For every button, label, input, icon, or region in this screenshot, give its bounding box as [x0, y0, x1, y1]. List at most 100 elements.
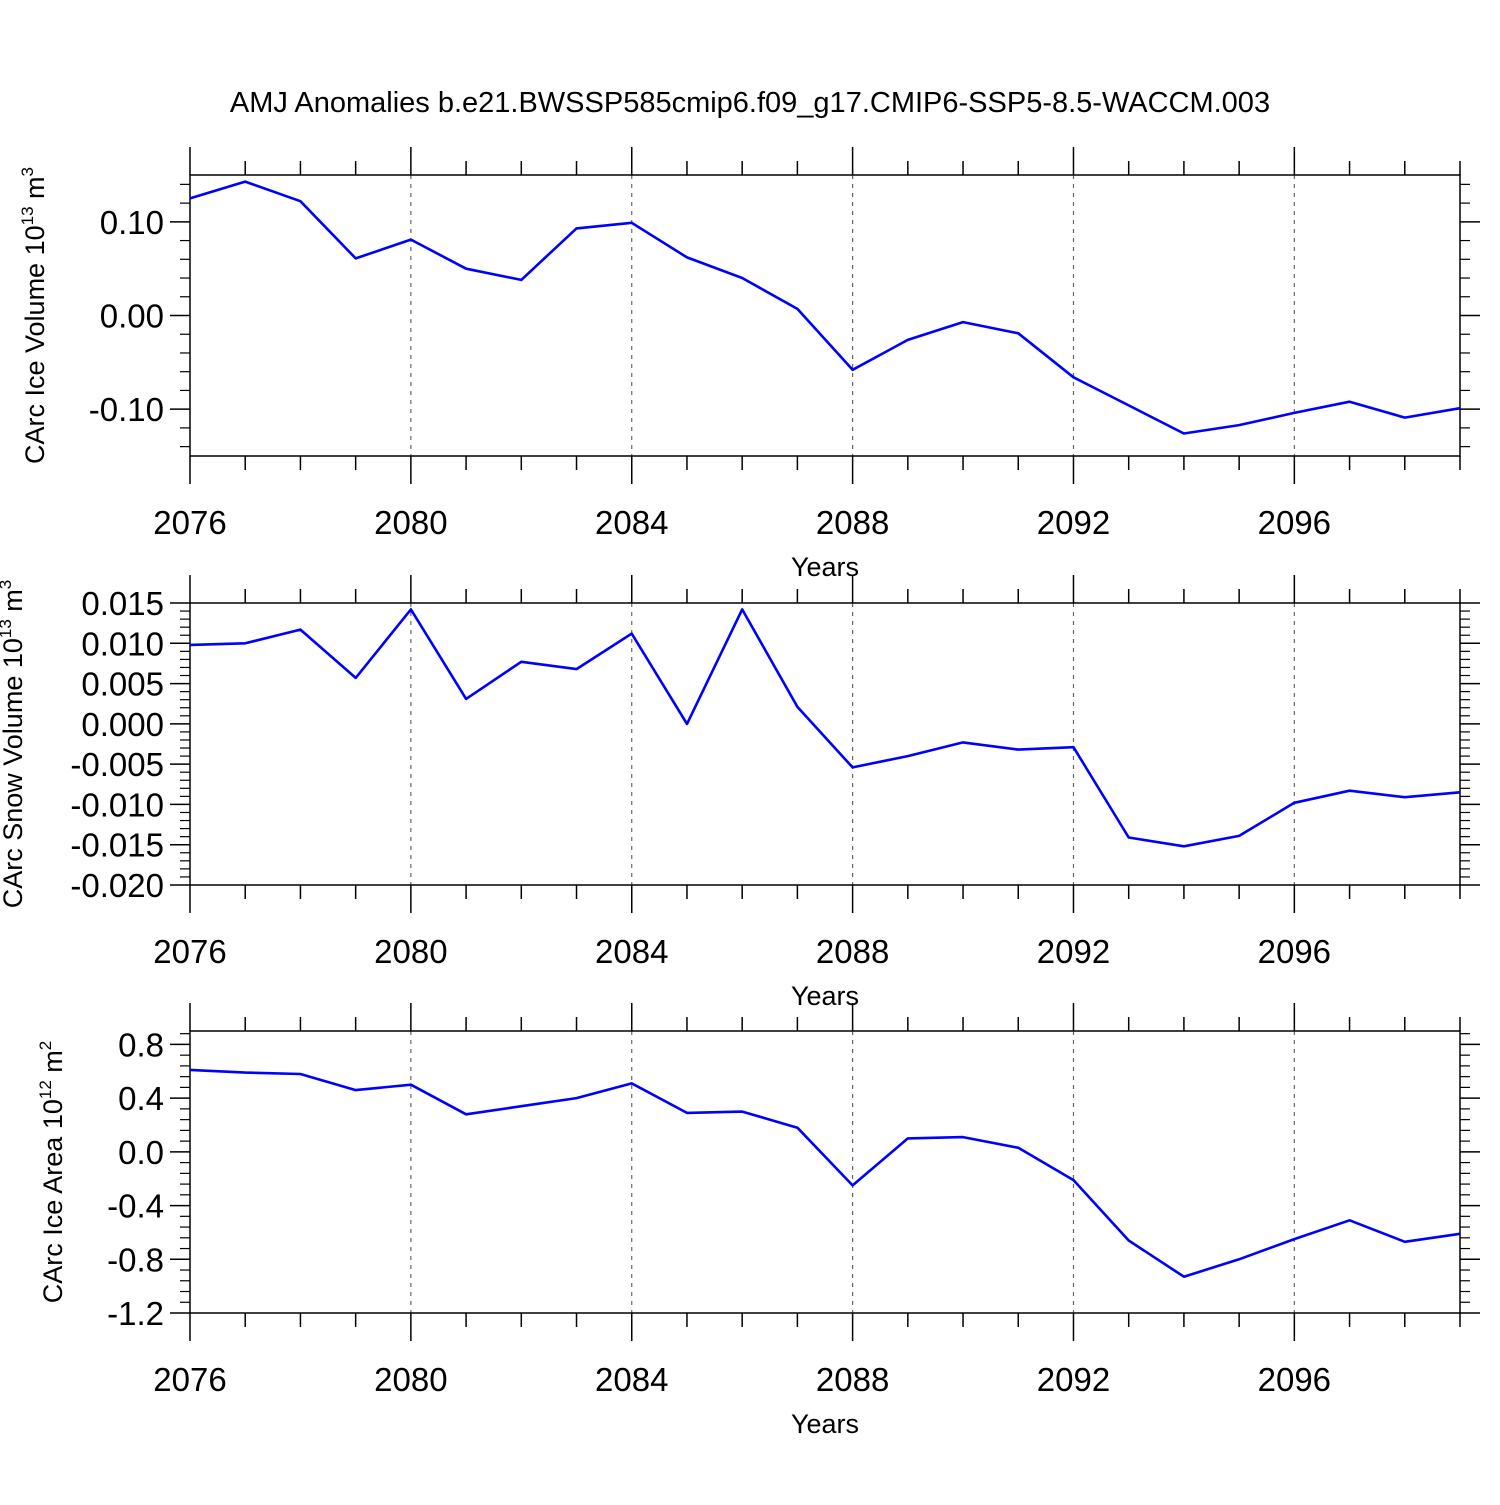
data-point-2076	[188, 196, 192, 200]
data-point-2092	[1071, 375, 1075, 379]
data-point-2093	[1127, 403, 1131, 407]
x-tick-label-2088: 2088	[816, 1361, 889, 1398]
y-axis-label: CArc Ice Area 1012 m2	[36, 1041, 68, 1304]
figure-title: AMJ Anomalies b.e21.BWSSP585cmip6.f09_g1…	[230, 87, 1270, 119]
series-line-1	[189, 180, 1461, 435]
data-point-2083	[575, 667, 579, 671]
data-point-2083	[575, 226, 579, 230]
series-line-1	[189, 1068, 1461, 1278]
y-axis-label: CArc Ice Volume 1013 m3	[18, 167, 50, 464]
data-point-2078	[298, 1072, 302, 1076]
data-point-2082	[519, 1104, 523, 1108]
data-point-2077	[243, 641, 247, 645]
data-point-2089	[906, 338, 910, 342]
data-point-2098	[1403, 1240, 1407, 1244]
data-point-2076	[188, 643, 192, 647]
y-tick-label: -0.005	[70, 746, 164, 783]
data-point-2094	[1182, 1275, 1186, 1279]
x-tick-label-2076: 2076	[153, 933, 226, 970]
y-tick-label: 0.015	[81, 585, 164, 622]
y-tick-label: 0.10	[100, 204, 164, 241]
data-point-2097	[1348, 400, 1352, 404]
data-point-2099	[1458, 406, 1462, 410]
data-point-2092	[1071, 1178, 1075, 1182]
x-tick-label-2080: 2080	[374, 1361, 447, 1398]
data-point-2086	[740, 607, 744, 611]
data-point-2087	[795, 705, 799, 709]
data-point-2084	[630, 1081, 634, 1085]
x-axis-label: Years	[791, 981, 859, 1011]
data-point-2091	[1016, 1146, 1020, 1150]
y-axis-label-unit-exponent: 3	[18, 167, 37, 176]
data-point-2095	[1237, 423, 1241, 427]
y-tick-label: 0.005	[81, 666, 164, 703]
y-axis-label-unit: m	[38, 1050, 68, 1080]
data-point-2081	[464, 1112, 468, 1116]
data-point-2084	[630, 632, 634, 636]
x-tick-label-2092: 2092	[1037, 1361, 1110, 1398]
y-tick-label: -0.015	[70, 827, 164, 864]
panel-3: 2076 2080 2084 2088 2092 2096 0.8 0.4 0.0 -0.4 -0.…	[36, 1003, 1480, 1439]
data-point-2092	[1071, 745, 1075, 749]
x-tick-label-2076: 2076	[153, 1361, 226, 1398]
data-point-2085	[685, 255, 689, 259]
data-point-2098	[1403, 416, 1407, 420]
y-axis-label-unit: m	[20, 176, 50, 206]
x-tick-label-2096: 2096	[1258, 1361, 1331, 1398]
data-point-2095	[1237, 1257, 1241, 1261]
x-tick-label-2080: 2080	[374, 933, 447, 970]
y-axis-label-unit-exponent: 2	[36, 1041, 55, 1050]
y-axis-label-unit-exponent: 3	[0, 580, 15, 589]
data-point-2078	[298, 199, 302, 203]
data-point-2086	[740, 1110, 744, 1114]
data-point-2088	[851, 765, 855, 769]
data-point-2097	[1348, 1218, 1352, 1222]
x-tick-label-2076: 2076	[153, 504, 226, 541]
data-point-2098	[1403, 795, 1407, 799]
x-tick-label-2096: 2096	[1258, 504, 1331, 541]
data-point-2079	[354, 256, 358, 260]
data-point-2094	[1182, 844, 1186, 848]
series-line-1	[189, 608, 1461, 848]
data-point-2091	[1016, 748, 1020, 752]
x-tick-label-2084: 2084	[595, 504, 668, 541]
y-tick-label: 0.010	[81, 625, 164, 662]
data-point-2095	[1237, 834, 1241, 838]
data-point-2093	[1127, 1238, 1131, 1242]
panels: 2076 2080 2084 2088 2092 2096 0.10 0.00 -0.10 Yea…	[0, 147, 1480, 1439]
y-tick-label: -1.2	[107, 1295, 164, 1332]
data-point-2089	[906, 754, 910, 758]
data-point-2076	[188, 1068, 192, 1072]
data-point-2081	[464, 697, 468, 701]
y-axis-label-base: CArc Snow Volume 10	[0, 638, 28, 908]
y-tick-label: 0.4	[118, 1080, 164, 1117]
data-point-2090	[961, 320, 965, 324]
y-tick-label: -0.020	[70, 867, 164, 904]
plot-frame	[189, 174, 1461, 457]
data-point-2093	[1127, 835, 1131, 839]
data-point-2094	[1182, 432, 1186, 436]
x-tick-label-2096: 2096	[1258, 933, 1331, 970]
y-tick-label: 0.000	[81, 706, 164, 743]
data-point-2080	[409, 607, 413, 611]
data-point-2089	[906, 1136, 910, 1140]
data-point-2080	[409, 1083, 413, 1087]
y-axis-label-base: CArc Ice Volume 10	[20, 225, 50, 464]
data-point-2078	[298, 628, 302, 632]
data-point-2099	[1458, 1232, 1462, 1236]
x-tick-label-2088: 2088	[816, 933, 889, 970]
data-point-2091	[1016, 331, 1020, 335]
y-axis-label-base: CArc Ice Area 10	[38, 1099, 68, 1303]
x-tick-label-2092: 2092	[1037, 504, 1110, 541]
x-tick-label-2084: 2084	[595, 1361, 668, 1398]
data-point-2080	[409, 238, 413, 242]
data-point-2099	[1458, 790, 1462, 794]
data-point-2090	[961, 740, 965, 744]
data-point-2085	[685, 722, 689, 726]
y-tick-label: 0.0	[118, 1134, 164, 1171]
data-point-2087	[795, 307, 799, 311]
data-point-2097	[1348, 789, 1352, 793]
y-tick-label: -0.8	[107, 1241, 164, 1278]
